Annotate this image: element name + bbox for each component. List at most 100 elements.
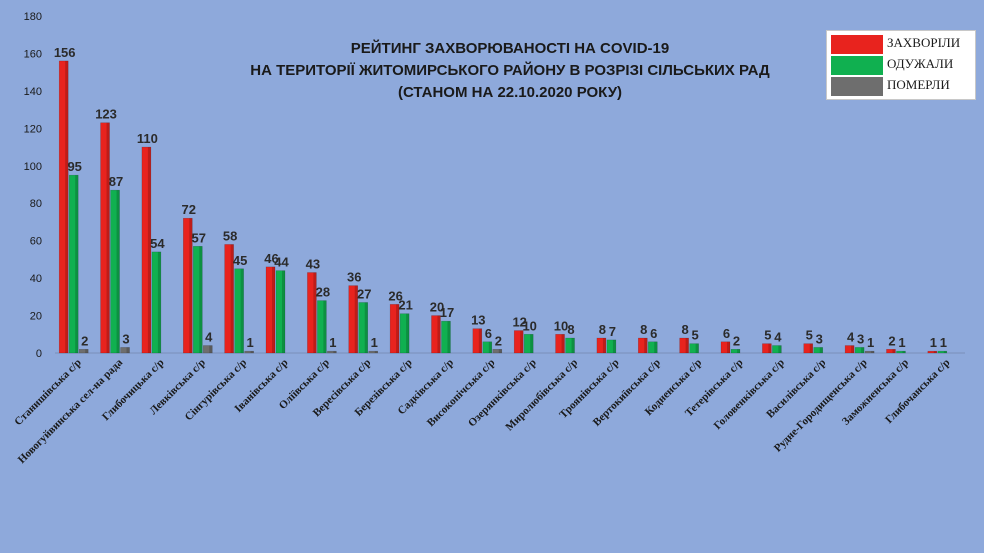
data-label: 13 [471,313,485,328]
data-label: 2 [495,333,502,348]
data-label: 36 [347,270,361,285]
data-label: 10 [554,318,568,333]
bar-shade [871,351,875,353]
data-label: 156 [54,45,76,60]
bar-died [120,347,130,354]
bar-shade [685,338,689,353]
data-label: 5 [764,328,771,343]
bar-shade [282,270,285,353]
bar-shade [374,351,378,353]
bar-recovered [234,268,244,354]
bar-shade [116,190,120,353]
bar-died [78,349,89,354]
data-label: 4 [774,330,782,345]
data-label: 10 [522,318,536,333]
bar-recovered [275,270,286,354]
bar-died [244,350,254,354]
data-label: 57 [192,230,206,245]
bar-sick [183,217,193,354]
bar-shade [778,345,782,353]
bar-recovered [606,339,617,354]
bar-sick [844,345,855,354]
data-label: 28 [316,285,330,300]
bar-died [327,350,337,354]
bar-sick [224,244,234,354]
bar-shade [571,338,575,353]
data-label: 1 [329,335,336,350]
data-label: 3 [816,331,823,346]
data-label: 8 [567,322,574,337]
bar-recovered [193,246,203,354]
bar-shade [851,345,855,353]
chart-title-line-2: НА ТЕРИТОРІЇ ЖИТОМИРСЬКОГО РАЙОНУ В РОЗР… [250,62,770,79]
data-label: 110 [137,131,158,146]
bar-shade [364,302,368,353]
bar-shade [488,341,492,353]
bar-sick [431,315,441,354]
data-label: 7 [609,324,616,339]
bar-recovered [813,347,823,354]
bar-sick [762,343,772,354]
data-label: 44 [274,255,289,270]
data-label: 6 [723,326,730,341]
bar-shade [85,349,89,353]
data-label: 17 [440,305,454,320]
bar-shade [240,268,244,353]
bar-sick [100,122,110,354]
data-label: 43 [306,256,320,271]
bar-shade [530,334,534,353]
bar-sick [513,330,524,354]
y-tick-label: 60 [30,236,42,248]
legend-swatch-sick [831,35,883,54]
bar-recovered [399,313,410,354]
data-label: 3 [122,331,129,346]
data-label: 45 [233,253,247,268]
data-label: 12 [512,315,526,330]
bar-recovered [68,174,79,354]
bar-sick [638,337,648,354]
data-label: 26 [388,288,402,303]
bar-recovered [441,320,451,354]
bar-sick [720,341,731,354]
y-tick-label: 180 [24,11,42,23]
bar-recovered [523,334,534,354]
y-tick-label: 40 [30,273,42,285]
x-tick-label: Головенківська с/р [712,357,787,432]
data-label: 1 [940,335,947,350]
bar-shade [498,349,502,353]
bar-shade [65,60,69,353]
bar-sick [596,337,607,354]
data-label: 46 [264,251,278,266]
y-tick-label: 20 [30,311,42,323]
data-label: 8 [682,322,689,337]
bar-died [203,345,213,354]
bar-shade [437,315,441,353]
bar-recovered [358,302,368,354]
bar-shade [644,338,648,353]
bar-recovered [772,345,782,354]
bar-sick [679,337,689,354]
bar-shade [313,272,317,353]
data-label: 95 [67,159,81,174]
x-tick-label: Станишівська с/р [12,357,83,428]
data-label: 2 [81,333,88,348]
bar-recovered [896,350,906,354]
legend-item-recovered: ОДУЖАЛИ [831,54,971,75]
bar-shade [126,347,130,353]
bar-died [492,349,503,354]
data-label: 4 [205,330,213,345]
data-label: 1 [371,335,378,350]
legend-swatch-recovered [831,56,883,75]
bar-shade [819,347,823,353]
bar-shade [602,338,606,353]
bar-shade [809,343,813,353]
bar-shade [157,251,161,353]
bar-sick [555,334,565,354]
data-label: 5 [692,328,699,343]
bar-sick [348,285,358,354]
bar-shade [612,339,616,353]
bar-shade [250,351,254,353]
bar-recovered [648,341,658,354]
bar-sick [886,349,896,354]
bar-recovered [565,337,575,354]
